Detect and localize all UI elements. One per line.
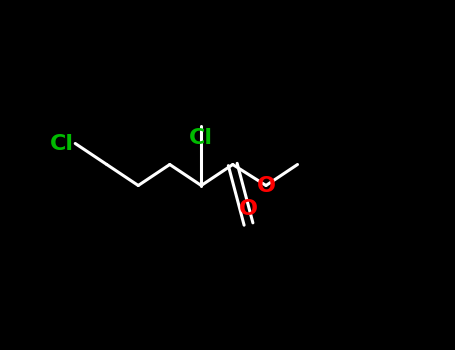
Text: Cl: Cl (189, 128, 213, 148)
Text: O: O (239, 199, 258, 219)
Text: Cl: Cl (50, 133, 74, 154)
Text: O: O (257, 175, 275, 196)
